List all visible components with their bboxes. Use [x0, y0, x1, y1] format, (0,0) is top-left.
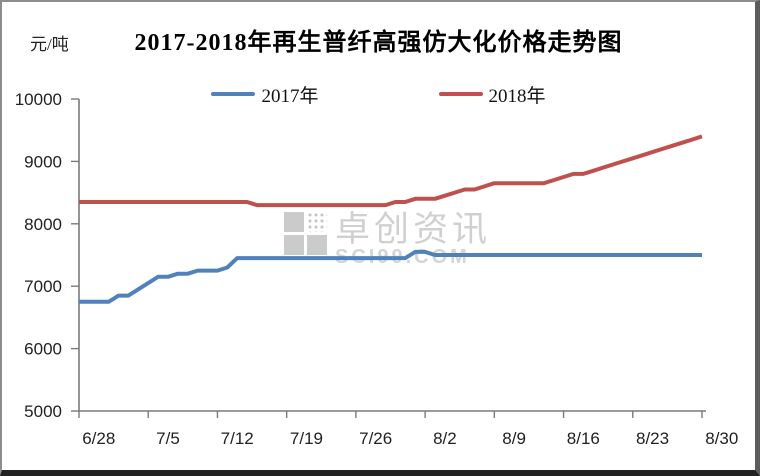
legend-item-2017: 2017年 — [211, 81, 319, 108]
svg-text:8/16: 8/16 — [567, 429, 600, 448]
watermark: 卓创资讯 SCI99.COM — [284, 212, 491, 267]
watermark-logo-icon — [284, 212, 327, 255]
svg-text:7/12: 7/12 — [221, 429, 254, 448]
svg-text:7/19: 7/19 — [290, 429, 323, 448]
svg-text:8/30: 8/30 — [705, 429, 738, 448]
legend-line-swatch-2018 — [438, 92, 483, 96]
svg-text:7/26: 7/26 — [359, 429, 392, 448]
svg-text:9000: 9000 — [24, 152, 62, 171]
svg-text:8/23: 8/23 — [636, 429, 669, 448]
legend-label-2017: 2017年 — [261, 85, 319, 107]
svg-text:8/9: 8/9 — [502, 429, 526, 448]
legend-item-2018: 2018年 — [438, 81, 546, 108]
chart-title: 2017-2018年再生普纤高强仿大化价格走势图 — [134, 30, 623, 56]
svg-text:10000: 10000 — [15, 90, 62, 109]
legend-line-swatch-2017 — [211, 92, 256, 96]
svg-text:8/2: 8/2 — [433, 429, 457, 448]
svg-text:7000: 7000 — [24, 277, 62, 296]
svg-text:8000: 8000 — [24, 215, 62, 234]
svg-text:6000: 6000 — [24, 340, 62, 359]
svg-text:6/28: 6/28 — [82, 429, 115, 448]
watermark-brand: 卓创资讯 — [335, 210, 492, 249]
chart-legend: 2017年 2018年 — [2, 80, 755, 108]
svg-text:7/5: 7/5 — [156, 429, 180, 448]
svg-text:5000: 5000 — [24, 402, 62, 421]
legend-label-2018: 2018年 — [488, 85, 546, 107]
y-axis-unit-label: 元/吨 — [30, 35, 69, 54]
price-trend-line-chart: 5000 6000 7000 8000 9000 10000 6/28 7/5 7/12 7/19… — [15, 90, 739, 448]
